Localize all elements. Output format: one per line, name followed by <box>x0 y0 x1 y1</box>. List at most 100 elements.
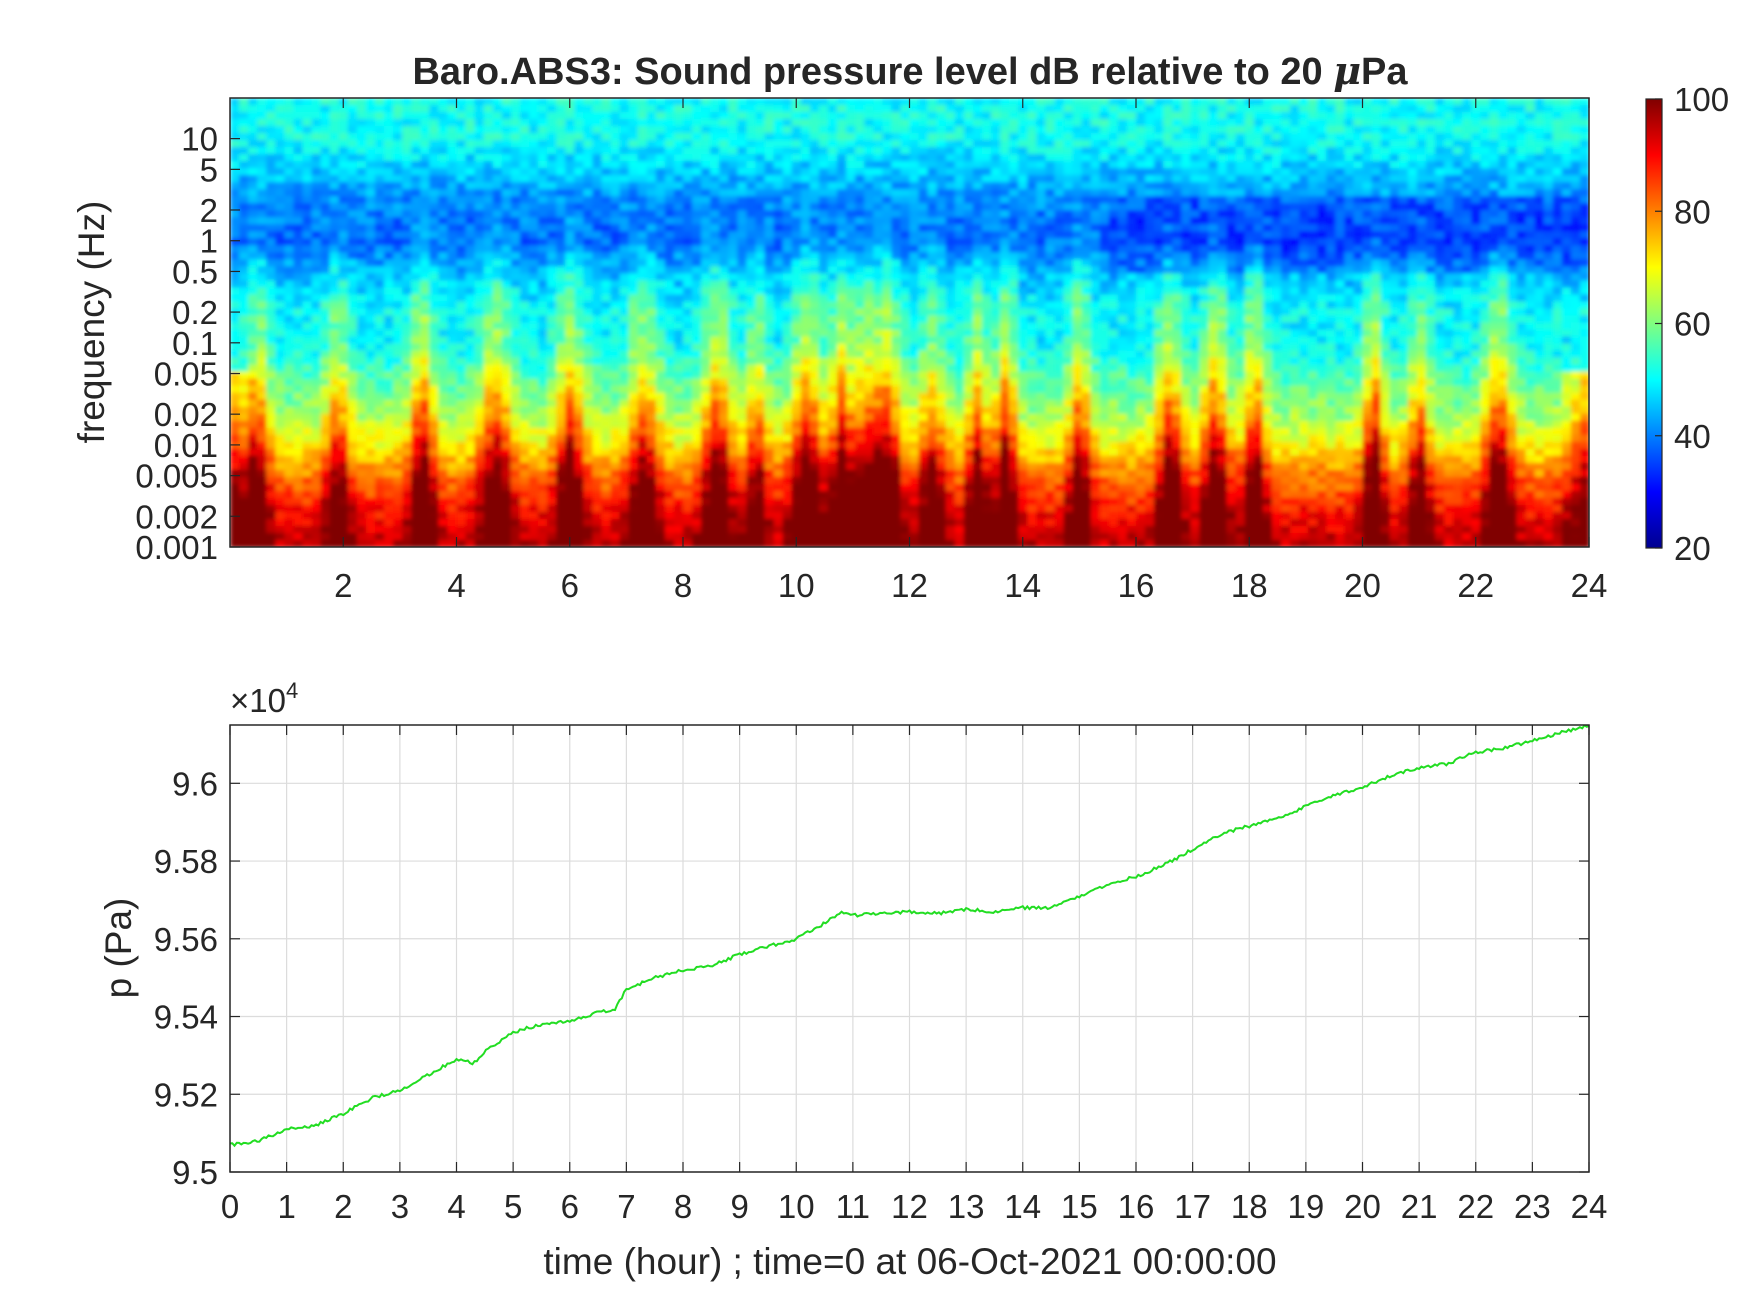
heatmap-cell <box>302 392 313 401</box>
heatmap-cell <box>592 504 603 513</box>
heatmap-cell <box>646 539 657 547</box>
heatmap-cell <box>809 462 820 471</box>
heatmap-cell <box>393 231 404 240</box>
heatmap-cell <box>737 511 748 520</box>
heatmap-cell <box>538 511 548 520</box>
heatmap-cell <box>501 280 512 289</box>
heatmap-cell <box>257 511 268 520</box>
heatmap-cell <box>338 406 349 415</box>
heatmap-cell <box>900 224 911 233</box>
heatmap-cell <box>692 140 703 149</box>
heatmap-cell <box>900 280 911 289</box>
heatmap-cell <box>275 217 286 226</box>
heatmap-cell <box>855 441 866 450</box>
heatmap-cell <box>275 231 286 240</box>
heatmap-cell <box>891 217 902 226</box>
heatmap-cell <box>365 203 376 212</box>
heatmap-cell <box>284 343 295 352</box>
heatmap-cell <box>583 315 594 324</box>
heatmap-cell <box>329 119 340 127</box>
heatmap-cell <box>483 399 494 408</box>
heatmap-cell <box>827 364 838 373</box>
heatmap-cell <box>420 259 431 268</box>
heatmap-cell <box>374 105 385 113</box>
heatmap-cell <box>474 133 485 141</box>
heatmap-cell <box>637 504 648 513</box>
heatmap-cell <box>374 434 385 443</box>
heatmap-cell <box>574 441 585 450</box>
heatmap-cell <box>619 357 630 366</box>
heatmap-cell <box>474 245 485 254</box>
heatmap-cell <box>882 329 893 338</box>
heatmap-cell <box>565 420 576 429</box>
heatmap-cell <box>891 448 902 457</box>
heatmap-cell <box>918 301 929 310</box>
heatmap-cell <box>927 245 938 254</box>
heatmap-cell <box>918 168 929 177</box>
heatmap-cell <box>528 315 539 324</box>
heatmap-cell <box>538 273 548 282</box>
heatmap-cell <box>891 294 902 303</box>
heatmap-cell <box>284 539 295 547</box>
heatmap-cell <box>737 175 748 184</box>
heatmap-cell <box>873 532 884 541</box>
heatmap-cell <box>882 350 893 359</box>
heatmap-cell <box>483 126 494 134</box>
heatmap-cell <box>619 203 630 212</box>
heatmap-cell <box>311 203 322 212</box>
heatmap-cell <box>429 161 440 170</box>
heatmap-cell <box>664 364 675 373</box>
heatmap-cell <box>764 126 775 134</box>
heatmap-cell <box>809 420 820 429</box>
heatmap-cell <box>891 469 902 478</box>
heatmap-cell <box>746 357 757 366</box>
heatmap-cell <box>465 406 476 415</box>
heatmap-cell <box>501 343 512 352</box>
heatmap-cell <box>701 182 712 191</box>
heatmap-cell <box>311 168 322 177</box>
heatmap-cell <box>610 133 621 141</box>
heatmap-cell <box>483 434 494 443</box>
heatmap-cell <box>465 336 476 345</box>
heatmap-cell <box>248 420 259 429</box>
heatmap-cell <box>800 287 811 296</box>
heatmap-cell <box>610 357 621 366</box>
heatmap-cell <box>782 329 793 338</box>
heatmap-cell <box>601 238 612 247</box>
heatmap-cell <box>583 476 594 485</box>
heatmap-cell <box>284 483 295 492</box>
heatmap-cell <box>583 175 594 184</box>
heatmap-cell <box>891 161 902 170</box>
heatmap-cell <box>447 511 458 520</box>
heatmap-cell <box>501 210 512 219</box>
heatmap-cell <box>565 217 576 226</box>
heatmap-cell <box>764 406 775 415</box>
heatmap-cell <box>384 350 394 359</box>
heatmap-cell <box>420 105 431 113</box>
heatmap-cell <box>456 154 467 163</box>
heatmap-cell <box>818 518 829 527</box>
heatmap-cell <box>827 455 838 464</box>
heatmap-cell <box>800 329 811 338</box>
heatmap-cell <box>719 252 730 261</box>
heatmap-cell <box>855 525 866 534</box>
heatmap-cell <box>492 147 503 156</box>
heatmap-cell <box>329 406 340 415</box>
heatmap-cell <box>519 378 530 387</box>
heatmap-cell <box>483 119 494 127</box>
heatmap-cell <box>538 315 548 324</box>
heatmap-cell <box>275 399 286 408</box>
heatmap-cell <box>646 273 657 282</box>
heatmap-cell <box>510 385 521 394</box>
heatmap-cell <box>610 350 621 359</box>
heatmap-cell <box>456 469 467 478</box>
heatmap-cell <box>701 371 712 380</box>
heatmap-cell <box>302 161 313 170</box>
heatmap-cell <box>239 182 250 191</box>
heatmap-cell <box>927 392 938 401</box>
heatmap-cell <box>737 112 748 120</box>
heatmap-cell <box>230 280 240 289</box>
heatmap-cell <box>755 210 766 219</box>
heatmap-cell <box>864 525 875 534</box>
heatmap-cell <box>592 399 603 408</box>
